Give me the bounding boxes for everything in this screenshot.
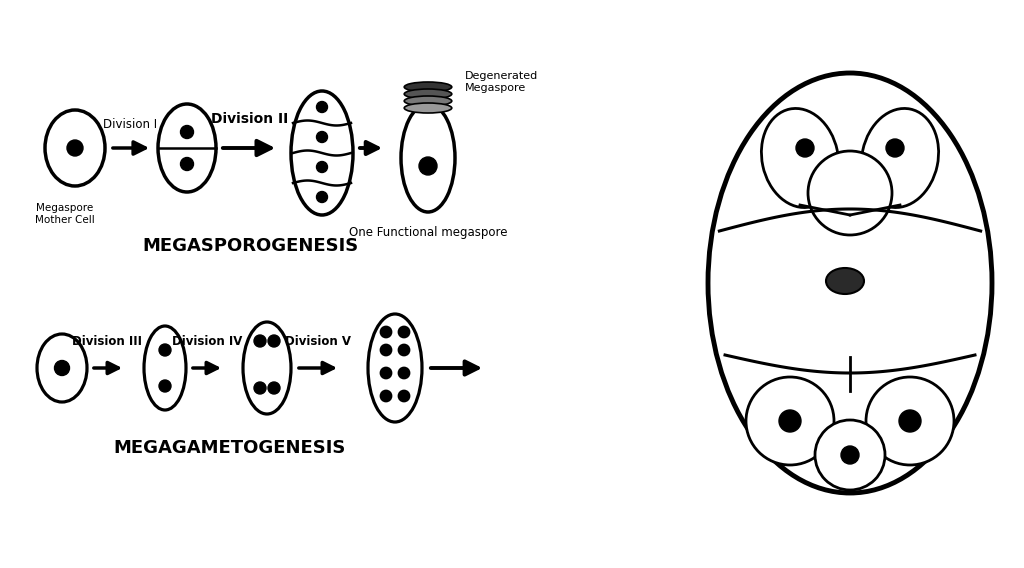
Text: Division IV: Division IV <box>172 335 243 348</box>
Circle shape <box>380 344 392 356</box>
Ellipse shape <box>368 314 422 422</box>
Text: Megaspore
Mother Cell: Megaspore Mother Cell <box>35 203 95 224</box>
Ellipse shape <box>808 151 892 235</box>
Circle shape <box>841 446 859 464</box>
Circle shape <box>254 382 266 394</box>
Circle shape <box>180 126 194 139</box>
Circle shape <box>398 390 410 402</box>
Text: Division V: Division V <box>285 335 351 348</box>
Ellipse shape <box>158 104 216 192</box>
Circle shape <box>796 139 814 157</box>
Circle shape <box>380 367 392 379</box>
Text: One Functional megaspore: One Functional megaspore <box>349 226 507 239</box>
Circle shape <box>316 161 328 173</box>
Circle shape <box>159 344 171 356</box>
Circle shape <box>380 390 392 402</box>
Text: MEGASPOROGENESIS: MEGASPOROGENESIS <box>142 237 358 255</box>
Ellipse shape <box>815 420 885 490</box>
Ellipse shape <box>866 377 954 465</box>
Ellipse shape <box>826 268 864 294</box>
Ellipse shape <box>404 96 452 106</box>
Circle shape <box>899 410 921 432</box>
Circle shape <box>254 335 266 347</box>
Circle shape <box>316 102 328 112</box>
Circle shape <box>886 139 904 157</box>
Circle shape <box>159 380 171 392</box>
Ellipse shape <box>762 108 839 207</box>
Ellipse shape <box>401 104 455 212</box>
Ellipse shape <box>746 377 834 465</box>
Circle shape <box>398 344 410 356</box>
Ellipse shape <box>708 73 992 493</box>
Circle shape <box>779 410 801 432</box>
Circle shape <box>380 326 392 338</box>
Circle shape <box>268 382 280 394</box>
Circle shape <box>398 367 410 379</box>
Circle shape <box>316 132 328 143</box>
Text: Division III: Division III <box>72 335 142 348</box>
Ellipse shape <box>861 108 939 207</box>
Ellipse shape <box>404 103 452 113</box>
Text: Degenerated
Megaspore: Degenerated Megaspore <box>465 71 539 93</box>
Ellipse shape <box>291 91 353 215</box>
Circle shape <box>419 157 437 175</box>
Circle shape <box>54 361 70 375</box>
Circle shape <box>398 326 410 338</box>
Text: Division I: Division I <box>103 118 157 131</box>
Ellipse shape <box>45 110 105 186</box>
Text: Division II: Division II <box>211 112 289 126</box>
Circle shape <box>316 191 328 203</box>
Ellipse shape <box>243 322 291 414</box>
Circle shape <box>67 140 83 156</box>
Ellipse shape <box>37 334 87 402</box>
Ellipse shape <box>144 326 186 410</box>
Circle shape <box>180 157 194 170</box>
Text: MEGAGAMETOGENESIS: MEGAGAMETOGENESIS <box>114 439 346 457</box>
Circle shape <box>268 335 280 347</box>
Ellipse shape <box>404 82 452 92</box>
Ellipse shape <box>404 89 452 99</box>
